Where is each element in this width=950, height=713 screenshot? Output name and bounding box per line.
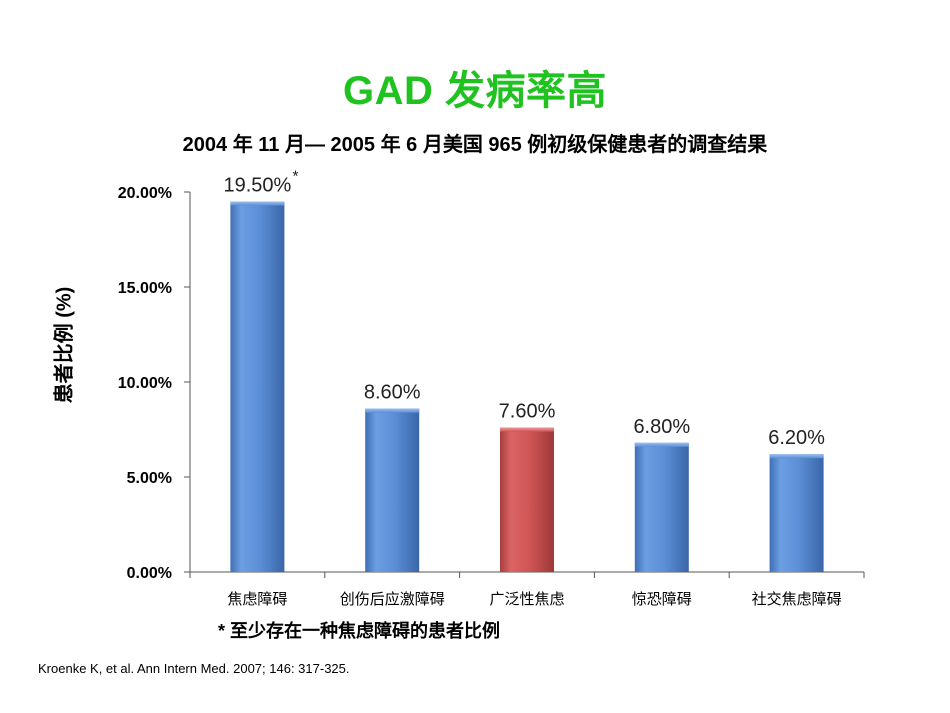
bar-top-highlight <box>634 442 689 447</box>
bar <box>769 454 824 572</box>
chart-title: GAD 发病率高 <box>343 69 607 113</box>
bar <box>500 427 554 572</box>
y-tick-label: 10.00% <box>118 375 172 392</box>
citation: Kroenke K, et al. Ann Intern Med. 2007; … <box>38 661 350 676</box>
bar-top-highlight <box>230 201 285 206</box>
bar <box>634 442 689 572</box>
y-tick-label: 20.00% <box>118 185 172 202</box>
y-tick-label: 15.00% <box>118 280 172 297</box>
x-tick-label: 焦虑障碍 <box>227 590 287 608</box>
bar-top-highlight <box>769 454 824 459</box>
x-tick-label: 创伤后应激障碍 <box>340 590 445 608</box>
data-label: 6.80% <box>633 416 690 438</box>
y-tick-label: 5.00% <box>127 470 172 487</box>
bar-top-highlight <box>365 408 420 413</box>
data-label: 7.60% <box>499 401 556 423</box>
data-label-mark: * <box>292 169 298 186</box>
data-label: 19.50% <box>223 175 291 197</box>
x-tick-label: 惊恐障碍 <box>632 590 692 608</box>
x-tick-label: 广泛性焦虑 <box>489 590 564 608</box>
x-tick-label: 社交焦虑障碍 <box>752 590 842 608</box>
data-label: 6.20% <box>768 427 825 449</box>
bar <box>365 408 420 572</box>
y-tick-label: 0.00% <box>127 565 172 582</box>
chart-subtitle: 2004 年 11 月— 2005 年 6 月美国 965 例初级保健患者的调查… <box>182 134 768 156</box>
footnote: * 至少存在一种焦虑障碍的患者比例 <box>218 621 501 641</box>
bar-top-highlight <box>500 427 554 432</box>
data-label: 8.60% <box>364 382 421 404</box>
bar <box>230 201 285 572</box>
